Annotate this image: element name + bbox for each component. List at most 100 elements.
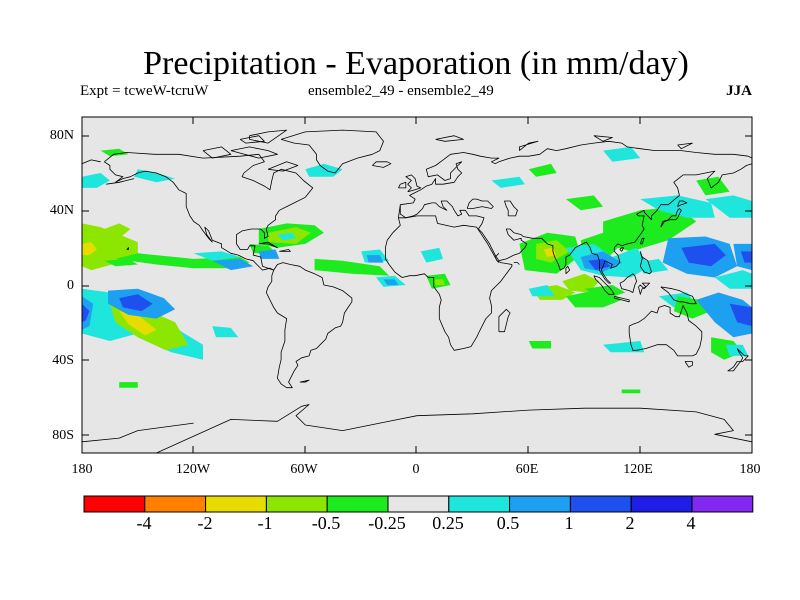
coastline — [280, 129, 384, 174]
experiment-label: Expt = tcweW-tcruW — [80, 83, 209, 99]
coastline — [299, 379, 310, 383]
coastline — [82, 159, 101, 165]
coastline — [498, 308, 511, 333]
contour-patch — [584, 285, 626, 300]
contour-patch — [714, 270, 752, 289]
colorbar-label: -4 — [136, 513, 152, 533]
colorbar-swatch — [691, 495, 754, 513]
coastline — [384, 215, 513, 351]
coastline — [613, 295, 630, 303]
lon-label-180e: 180 — [739, 462, 761, 477]
contour-patch — [681, 243, 726, 267]
contour-patch — [119, 294, 153, 312]
contour-patch — [603, 341, 645, 353]
lon-label-180w: 180 — [71, 462, 93, 477]
coastline — [372, 161, 392, 168]
coastline — [660, 286, 697, 305]
season-label: JJA — [726, 83, 752, 99]
colorbar-label: 0.5 — [496, 513, 520, 533]
coastline — [466, 198, 494, 209]
coastline — [106, 178, 135, 185]
colorbar-swatch — [630, 495, 693, 513]
lat-label-0: 0 — [67, 278, 74, 293]
coastline — [628, 305, 703, 357]
colorbar — [83, 495, 754, 513]
colorbar-swatch — [83, 495, 146, 513]
coastline — [660, 208, 682, 228]
contour-patch — [82, 303, 90, 323]
coastline — [727, 348, 749, 372]
contour-patch — [562, 273, 600, 293]
contour-patch — [115, 253, 250, 269]
axis-ticks — [82, 117, 752, 453]
contour-patch — [603, 146, 641, 162]
coastline — [619, 247, 624, 252]
contour-patch — [82, 173, 110, 188]
contour-patch — [740, 251, 752, 263]
colorbar-label: -1 — [257, 513, 273, 533]
contour-patch — [528, 341, 551, 349]
coastline — [249, 129, 288, 144]
colorbar-label: -2 — [197, 513, 213, 533]
coastline — [279, 249, 291, 252]
contour-patch — [104, 223, 131, 239]
coastline — [619, 273, 637, 293]
contour-patch — [565, 195, 604, 211]
contour-patch — [305, 163, 343, 177]
contour-patch — [640, 195, 715, 218]
contour-patch — [491, 176, 525, 188]
contour-patch — [696, 292, 752, 338]
contour-patch — [82, 242, 97, 256]
coastline — [593, 135, 613, 142]
coastline — [239, 135, 265, 144]
coastline — [265, 262, 353, 389]
contour-patch — [119, 311, 157, 336]
coastline — [639, 251, 652, 275]
coastlines — [82, 129, 752, 453]
contour-patch — [212, 326, 239, 338]
coastline — [82, 422, 194, 443]
coastline — [519, 140, 539, 151]
contour-patch — [104, 258, 138, 267]
coastline — [593, 275, 615, 295]
contour-patch — [725, 344, 749, 356]
coastline — [230, 146, 278, 159]
figure-title: Precipitation - Evaporation (in mm/day) — [143, 45, 689, 82]
lat-label-80s: 80S — [52, 428, 74, 443]
lat-label-40n: 40N — [49, 203, 74, 218]
lon-label-60e: 60E — [515, 462, 539, 477]
contour-patch — [528, 163, 557, 177]
coastline — [267, 161, 299, 172]
coastline — [435, 135, 464, 142]
contour-patch — [420, 247, 444, 263]
contour-fills — [82, 146, 752, 394]
contour-patch — [433, 279, 445, 285]
map-background — [82, 117, 752, 453]
lat-label-80n: 80N — [49, 128, 74, 143]
coastline — [104, 152, 314, 271]
colorbar-label: -0.5 — [311, 513, 341, 533]
map-frame — [81, 116, 753, 454]
coastline — [565, 265, 570, 275]
colorbar-label: 0.25 — [432, 513, 464, 533]
lon-label-60w: 60W — [290, 462, 318, 477]
contour-patch — [277, 232, 296, 241]
colorbar-swatch — [205, 495, 267, 513]
colorbar-swatch — [509, 495, 571, 513]
contour-patch — [729, 303, 752, 327]
contour-patch — [621, 389, 641, 394]
contour-patch — [383, 279, 399, 285]
coastline — [258, 241, 278, 249]
contour-patch — [366, 255, 384, 263]
lon-label-120w: 120W — [175, 462, 211, 477]
colorbar-label: -0.25 — [368, 513, 406, 533]
contour-patch — [119, 382, 138, 388]
coastline — [504, 200, 518, 217]
coastline — [677, 200, 688, 207]
coastline — [513, 262, 520, 265]
colorbar-label: 2 — [625, 513, 635, 533]
coastline — [494, 253, 500, 263]
coastline — [677, 142, 693, 150]
colorbar-swatch — [448, 495, 511, 513]
